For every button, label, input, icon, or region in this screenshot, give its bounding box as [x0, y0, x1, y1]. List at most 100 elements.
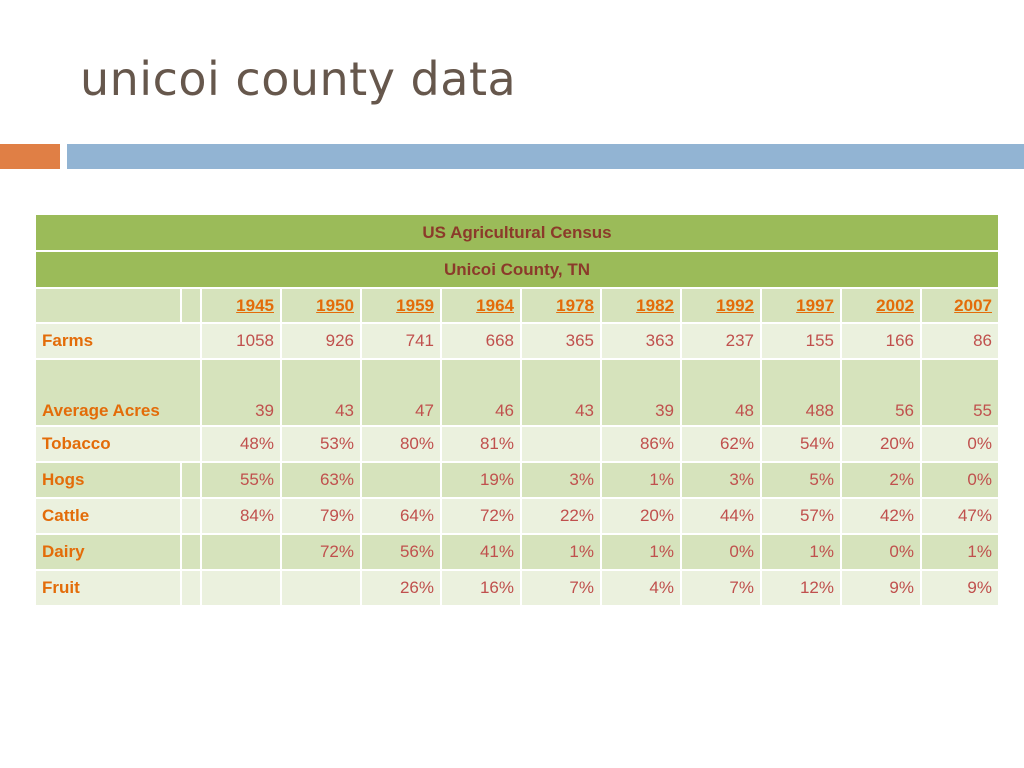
table-row: Fruit 26% 16% 7% 4% 7% 12% 9% 9% [34, 569, 1000, 607]
table-row: Tobacco 48% 53% 80% 81% 86% 62% 54% 20% 0% [34, 425, 1000, 463]
table-cell: 48 [680, 358, 762, 427]
year-link[interactable]: 1992 [716, 295, 754, 315]
table-cell: 53% [280, 425, 362, 463]
year-link[interactable]: 1997 [796, 295, 834, 315]
table-cell: 84% [200, 497, 282, 535]
table-cell: 56% [360, 533, 442, 571]
slide-title: unicoi county data [80, 52, 517, 106]
table-subtitle: Unicoi County, TN [34, 250, 1000, 289]
table-cell: 1% [520, 533, 602, 571]
table-cell: 9% [920, 569, 1000, 607]
table-cell: 7% [520, 569, 602, 607]
table-cell: 56 [840, 358, 922, 427]
row-label: Tobacco [34, 425, 202, 463]
table-cell: 668 [440, 322, 522, 360]
table-cell: 79% [280, 497, 362, 535]
year-header: 1978 [520, 287, 602, 324]
empty-cell [180, 569, 202, 607]
table-cell: 39 [600, 358, 682, 427]
table-cell: 1% [600, 461, 682, 499]
table-cell: 365 [520, 322, 602, 360]
table-cell: 43 [520, 358, 602, 427]
census-table: US Agricultural Census Unicoi County, TN… [34, 213, 1000, 607]
table-cell: 48% [200, 425, 282, 463]
accent-bar-blue [67, 144, 1024, 169]
table-cell [200, 569, 282, 607]
table-cell: 54% [760, 425, 842, 463]
year-link[interactable]: 1978 [556, 295, 594, 315]
table-cell: 22% [520, 497, 602, 535]
table-cell: 55% [200, 461, 282, 499]
empty-cell [180, 287, 202, 324]
year-link[interactable]: 1964 [476, 295, 514, 315]
table-cell: 62% [680, 425, 762, 463]
table-cell: 16% [440, 569, 522, 607]
table-cell: 43 [280, 358, 362, 427]
year-header: 1992 [680, 287, 762, 324]
table-cell: 44% [680, 497, 762, 535]
year-link[interactable]: 1945 [236, 295, 274, 315]
table-cell: 72% [440, 497, 522, 535]
row-label: Hogs [34, 461, 182, 499]
year-header-row: 1945 1950 1959 1964 1978 1982 1992 1997 2002 2007 [34, 287, 1000, 324]
table-cell: 926 [280, 322, 362, 360]
year-header: 2002 [840, 287, 922, 324]
table-cell: 64% [360, 497, 442, 535]
table-cell: 42% [840, 497, 922, 535]
year-header: 1964 [440, 287, 522, 324]
empty-cell [34, 287, 182, 324]
table-cell: 12% [760, 569, 842, 607]
table-cell: 47 [360, 358, 442, 427]
table-cell: 4% [600, 569, 682, 607]
table-cell: 0% [920, 425, 1000, 463]
accent-bar-orange [0, 144, 60, 169]
year-link[interactable]: 2002 [876, 295, 914, 315]
table-cell: 39 [200, 358, 282, 427]
row-label: Fruit [34, 569, 182, 607]
table-cell: 81% [440, 425, 522, 463]
table-cell: 1% [920, 533, 1000, 571]
table-cell: 363 [600, 322, 682, 360]
table-cell: 72% [280, 533, 362, 571]
table-cell: 19% [440, 461, 522, 499]
table-cell: 1% [600, 533, 682, 571]
year-link[interactable]: 2007 [954, 295, 992, 315]
table-cell: 47% [920, 497, 1000, 535]
table-cell: 55 [920, 358, 1000, 427]
year-header: 2007 [920, 287, 1000, 324]
year-link[interactable]: 1959 [396, 295, 434, 315]
table-cell: 1% [760, 533, 842, 571]
row-label: Dairy [34, 533, 182, 571]
table-cell [200, 533, 282, 571]
table-cell: 7% [680, 569, 762, 607]
table-cell: 0% [840, 533, 922, 571]
table-cell: 86 [920, 322, 1000, 360]
table-cell: 3% [680, 461, 762, 499]
table-cell [520, 425, 602, 463]
table-row: Cattle 84% 79% 64% 72% 22% 20% 44% 57% 42% 47% [34, 497, 1000, 535]
table-cell [280, 569, 362, 607]
empty-cell [180, 461, 202, 499]
table-cell: 5% [760, 461, 842, 499]
year-link[interactable]: 1982 [636, 295, 674, 315]
table-cell: 86% [600, 425, 682, 463]
row-label: Farms [34, 322, 202, 360]
table-cell: 20% [600, 497, 682, 535]
year-header: 1950 [280, 287, 362, 324]
table-cell: 1058 [200, 322, 282, 360]
table-cell: 0% [680, 533, 762, 571]
year-header: 1959 [360, 287, 442, 324]
table-row: Dairy 72% 56% 41% 1% 1% 0% 1% 0% 1% [34, 533, 1000, 571]
table-cell: 46 [440, 358, 522, 427]
table-cell: 2% [840, 461, 922, 499]
table-row: Farms 1058 926 741 668 365 363 237 155 166 86 [34, 322, 1000, 360]
table-cell: 57% [760, 497, 842, 535]
table-cell: 41% [440, 533, 522, 571]
row-label: Average Acres [34, 358, 202, 427]
table-cell: 3% [520, 461, 602, 499]
table-cell: 9% [840, 569, 922, 607]
table-cell: 166 [840, 322, 922, 360]
year-link[interactable]: 1950 [316, 295, 354, 315]
row-label: Cattle [34, 497, 182, 535]
empty-cell [180, 533, 202, 571]
